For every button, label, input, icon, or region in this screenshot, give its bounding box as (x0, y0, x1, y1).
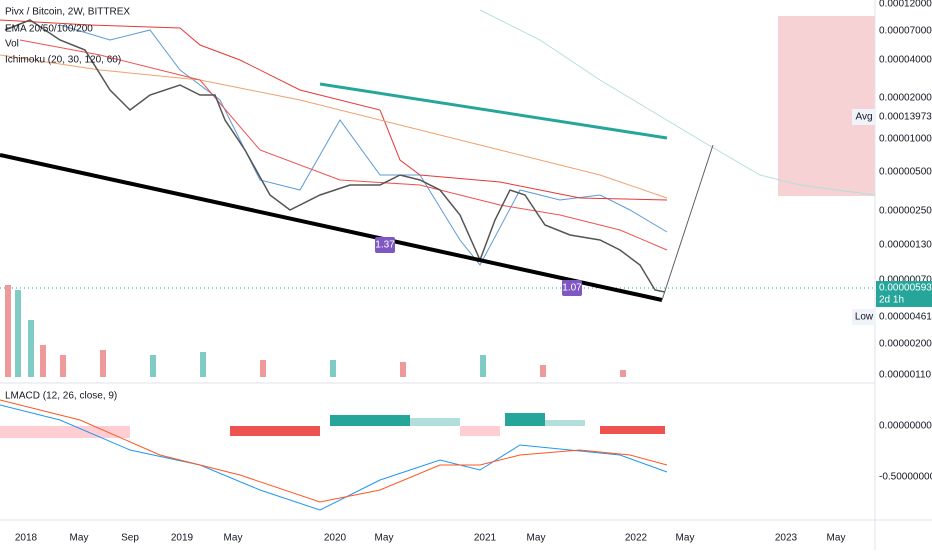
price-tick-label: 0.00000200 (879, 339, 932, 350)
legend-ema: EMA 20/50/100/200 (5, 24, 93, 35)
time-tick-label: 2022 (625, 533, 648, 544)
low-label: Low (855, 312, 874, 323)
trendline (0, 153, 663, 302)
macd-tick-label: 0.00000000 (879, 421, 932, 432)
time-tick-label: 2021 (474, 533, 497, 544)
ema-red (0, 19, 668, 201)
ichimoku-base (59, 24, 668, 266)
fib-badge (375, 237, 395, 253)
avg-label: Avg (855, 112, 872, 123)
last-price-badge (876, 281, 932, 307)
target-zone (778, 16, 875, 196)
signal-line (0, 399, 668, 503)
upper-trendline (319, 82, 668, 140)
time-tick-label: May (527, 533, 546, 544)
legend-macd: LMACD (12, 26, close, 9) (5, 391, 117, 402)
low-badge (852, 309, 876, 325)
time-tick-label: 2020 (324, 533, 347, 544)
legend-ichimoku: Ichimoku (20, 30, 120, 60) (5, 55, 121, 66)
time-tick-label: May (70, 533, 89, 544)
price-tick-label: 0.00007000 (879, 26, 932, 37)
price-tick-label: 0.00004000 (879, 55, 932, 66)
price-tick-label: 0.00000070 (879, 275, 932, 286)
fib-label: 1.37 (375, 240, 395, 251)
volume-bars (5, 285, 626, 377)
time-tick-label: 2023 (775, 533, 798, 544)
avg-badge (852, 109, 876, 125)
legend-symbol: Pivx / Bitcoin, 2W, BITTREX (5, 7, 130, 18)
time-tick-label: Sep (121, 533, 139, 544)
projection (661, 144, 714, 301)
time-tick-label: May (827, 533, 846, 544)
macd-tick-label: -0.50000000 (879, 472, 932, 483)
low-value: 0.00000461 (879, 312, 932, 323)
time-tick-label: 2018 (15, 533, 38, 544)
price-tick-label: 0.00001000 (879, 134, 932, 145)
price-tick-label: 0.00000500 (879, 167, 932, 178)
countdown: 2d 1h (879, 295, 904, 306)
ichimoku-lagging (479, 9, 876, 196)
price-tick-label: 0.00000130 (879, 240, 932, 251)
legend-vol: Vol (5, 39, 19, 50)
last-price: 0.00000593 (879, 283, 932, 294)
price-tick-label: 0.00000110 (879, 370, 932, 381)
time-axis: 2018 May Sep 2019 May 2020 May 2021 May 2022 May 20… (15, 533, 846, 544)
time-tick-label: May (375, 533, 394, 544)
time-tick-label: May (224, 533, 243, 544)
avg-value: 0.00013973 (879, 112, 932, 123)
time-tick-label: 2019 (171, 533, 194, 544)
macd-histogram (0, 413, 665, 438)
price-path (4, 19, 666, 293)
ema-orange (0, 54, 668, 199)
fib-label: 1.07 (562, 283, 582, 294)
macd-line (0, 404, 668, 511)
price-tick-label: 0.00000250 (879, 206, 932, 217)
price-axis: 0.00012000 0.00007000 0.00004000 0.00002000… (879, 0, 932, 483)
price-tick-label: 0.00012000 (879, 0, 932, 10)
fib-badge (562, 280, 582, 296)
ema-short (19, 39, 668, 251)
time-tick-label: May (676, 533, 695, 544)
price-tick-label: 0.00002000 (879, 93, 932, 104)
